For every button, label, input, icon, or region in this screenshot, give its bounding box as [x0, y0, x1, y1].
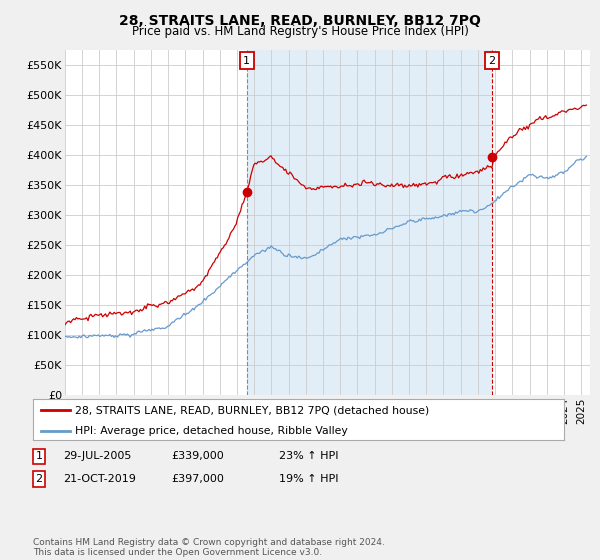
- Text: 28, STRAITS LANE, READ, BURNLEY, BB12 7PQ (detached house): 28, STRAITS LANE, READ, BURNLEY, BB12 7P…: [76, 405, 430, 415]
- Text: HPI: Average price, detached house, Ribble Valley: HPI: Average price, detached house, Ribb…: [76, 426, 348, 436]
- Text: 19% ↑ HPI: 19% ↑ HPI: [279, 474, 338, 484]
- Text: 23% ↑ HPI: 23% ↑ HPI: [279, 451, 338, 461]
- Text: £339,000: £339,000: [171, 451, 224, 461]
- Text: £397,000: £397,000: [171, 474, 224, 484]
- Text: 1: 1: [35, 451, 43, 461]
- Text: 29-JUL-2005: 29-JUL-2005: [63, 451, 131, 461]
- Text: 2: 2: [488, 56, 495, 66]
- Text: 21-OCT-2019: 21-OCT-2019: [63, 474, 136, 484]
- Text: 2: 2: [35, 474, 43, 484]
- Text: Price paid vs. HM Land Registry's House Price Index (HPI): Price paid vs. HM Land Registry's House …: [131, 25, 469, 38]
- Text: 28, STRAITS LANE, READ, BURNLEY, BB12 7PQ: 28, STRAITS LANE, READ, BURNLEY, BB12 7P…: [119, 14, 481, 28]
- Text: 1: 1: [243, 56, 250, 66]
- Bar: [247, 50, 491, 395]
- Text: Contains HM Land Registry data © Crown copyright and database right 2024.
This d: Contains HM Land Registry data © Crown c…: [33, 538, 385, 557]
